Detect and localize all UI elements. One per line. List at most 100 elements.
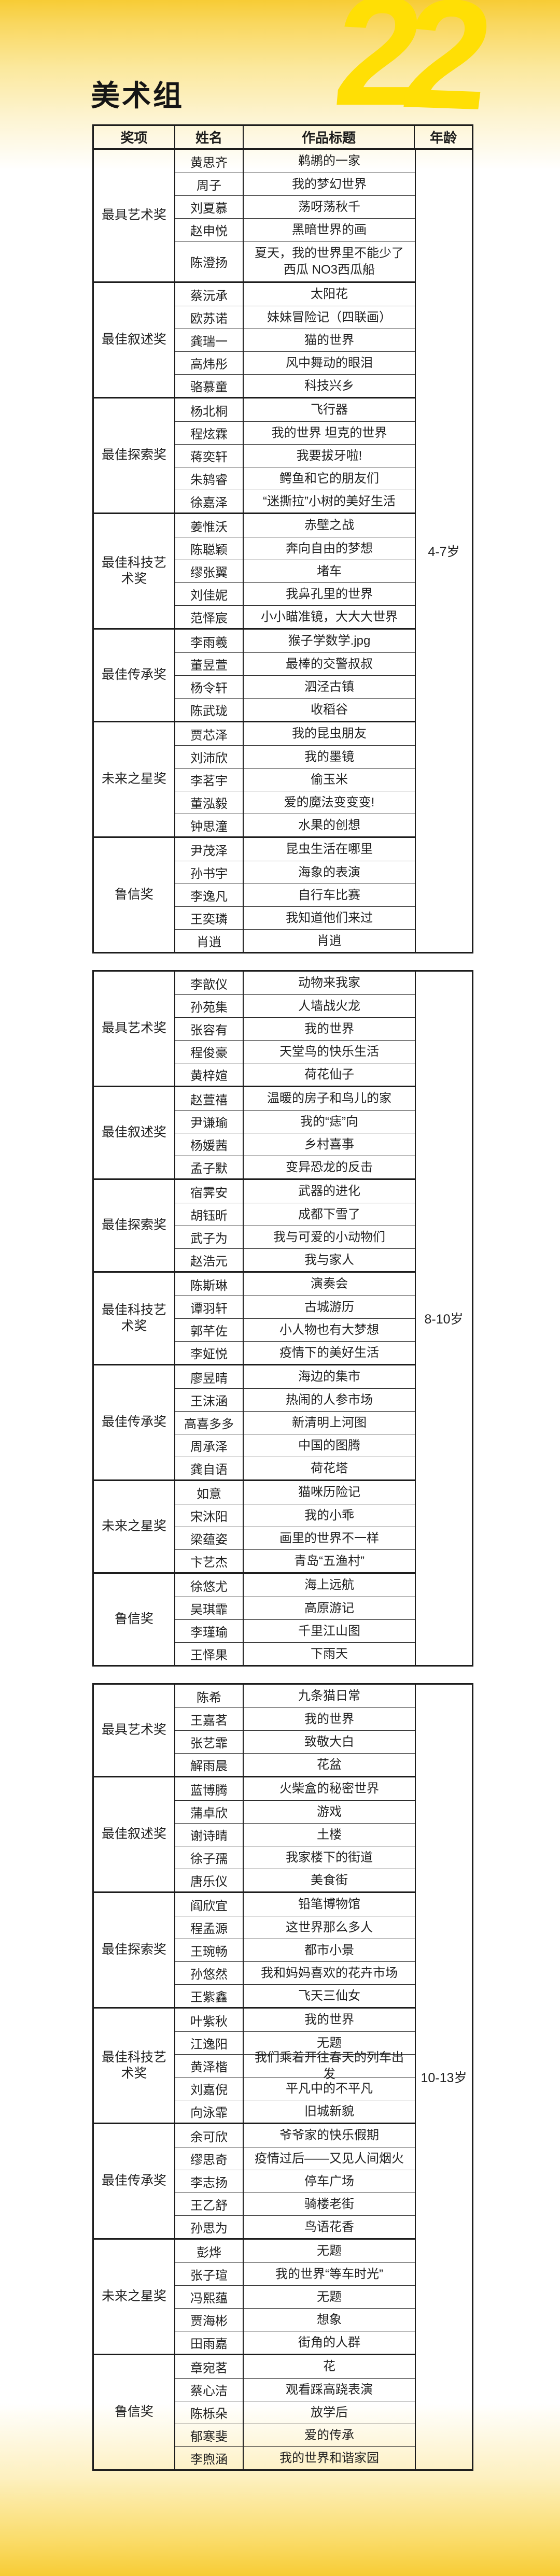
work-title-cell: 我家楼下的街道 (286, 1850, 373, 1865)
table-row: 解雨晨 花盆 (175, 1753, 415, 1776)
entry-rows: 蔡沅承 太阳花 欧苏诺 妹妹冒险记（四联画） 龚瑞一 猫的世界 高炜彤 风中舞动的眼泪 骆慕童 科… (175, 283, 415, 397)
work-title-cell: 风中舞动的眼泪 (286, 355, 373, 370)
table-row: 贾芯泽 我的昆虫朋友 (175, 722, 415, 745)
table-row: 龚瑞一 猫的世界 (175, 329, 415, 351)
table-row: 张容有 我的世界 (175, 1017, 415, 1040)
table-row: 赵浩元 我与家人 (175, 1248, 415, 1271)
work-title-cell: 飞天三仙女 (298, 1988, 360, 2003)
entry-rows: 徐悠尤 海上远航 吴琪霏 高原游记 李瑾瑜 千里江山图 王怿果 下雨天 (175, 1574, 415, 1665)
table-row: 向泳霏 旧城新貌 (175, 2100, 415, 2123)
work-title-cell: 妹妹冒险记（四联画） (267, 310, 391, 324)
work-title-cell: 肖逍 (317, 933, 342, 948)
entry-rows: 宿霁安 武器的进化 胡钰昕 成都下雪了 武子为 我与可爱的小动物们 赵浩元 我与家人 (175, 1180, 415, 1271)
entrant-name-cell: 尹谦瑜 (175, 1111, 244, 1133)
entrant-name-cell: 孙思为 (175, 2216, 244, 2238)
table-row: 孟子默 变异恐龙的反击 (175, 1156, 415, 1178)
work-title-cell: 夏天，我的世界里不能少了西瓜 NO3西瓜船 (255, 246, 404, 277)
award-groups: 最具艺术奖 李歆仪 动物来我家 孙苑集 人墙战火龙 张容有 我的世界 程俊豪 天堂鸟的快乐生活黄… (94, 972, 415, 1665)
table-row: 宋沐阳 我的小乖 (175, 1504, 415, 1527)
entry-rows: 章宛茗 花蔡心洁 观看踩高跷表演 陈栎朵 放学后 郁寒斐 爱的传承 李煦涵 我的世界和谐家园 (175, 2355, 415, 2469)
work-title-cell: 成都下雪了 (298, 1207, 360, 1221)
column-header-0: 奖项 (94, 126, 175, 148)
entry-rows: 李歆仪 动物来我家 孙苑集 人墙战火龙 张容有 我的世界 程俊豪 天堂鸟的快乐生活 黄梓媗 荷花仙… (175, 972, 415, 1086)
award-name-cell: 最佳叙述奖 (94, 1087, 175, 1178)
award-name-cell: 最佳传承奖 (94, 2124, 175, 2238)
entrant-name-cell: 孙悠然 (175, 1962, 244, 1984)
table-row: 李姃悦 疫情下的美好生活 (175, 1341, 415, 1364)
work-title-cell: 疫情下的美好生活 (279, 1345, 379, 1360)
table-row: 程炫霖 我的世界 坦克的世界 (175, 421, 415, 444)
entry-rows: 阎欣宜 铅笔博物馆 程孟源 这世界那么多人 王琬畅 都市小景 孙悠然 我和妈妈喜欢的花卉市场王… (175, 1893, 415, 2007)
entry-rows: 余可欣 爷爷家的快乐假期 缪思奇 疫情过后——又见人间烟火 李志扬 停车广场 王乙舒 骑楼老街… (175, 2124, 415, 2238)
table-row: 李歆仪 动物来我家 (175, 972, 415, 994)
table-row: 陈栎朵 放学后 (175, 2401, 415, 2424)
award-group: 鲁信奖 章宛茗 花蔡心洁 观看踩高跷表演 陈栎朵 放学后 郁寒斐 爱的传承 李煦涵 我的世界和谐家… (94, 2354, 415, 2469)
table-row: 高炜彤 风中舞动的眼泪 (175, 351, 415, 374)
work-title-cell: 青岛“五渔村” (294, 1554, 365, 1568)
work-title-cell: 鸟语花香 (304, 2219, 354, 2234)
entry-rows: 黄思齐 鹈鹕的一家 周子 我的梦幻世界 刘夏慕 荡呀荡秋千 赵申悦 黑暗世界的画 陈澄扬 夏天，我… (175, 150, 415, 281)
entrant-name-cell: 卞艺杰 (175, 1550, 244, 1572)
table-row: 贾海彬 想象 (175, 2308, 415, 2331)
table-row: 蒋奕轩 我要拔牙啦! (175, 444, 415, 467)
award-name-cell: 未来之星奖 (94, 722, 175, 836)
work-title-cell: 千里江山图 (298, 1624, 360, 1638)
age-group-cell: 4-7岁 (415, 150, 472, 952)
table-row: 孙思为 鸟语花香 (175, 2215, 415, 2238)
award-name-cell: 最具艺术奖 (94, 1685, 175, 1776)
table-row: 蒲卓欣 游戏 (175, 1800, 415, 1823)
entrant-name-cell: 吴琪霏 (175, 1597, 244, 1619)
table-row: 缪张翼 堵车 (175, 560, 415, 582)
entrant-name-cell: 王嘉茗 (175, 1708, 244, 1730)
work-title-cell: 我要拔牙啦! (296, 448, 362, 463)
entrant-name-cell: 李姃悦 (175, 1342, 244, 1364)
table-row: 孙悠然 我和妈妈喜欢的花卉市场 (175, 1961, 415, 1984)
award-group: 最具艺术奖 李歆仪 动物来我家 孙苑集 人墙战火龙 张容有 我的世界 程俊豪 天堂鸟的快乐生活黄… (94, 972, 415, 1086)
work-title-cell: 下雨天 (311, 1646, 348, 1661)
table-row: 李煦涵 我的世界和谐家园 (175, 2446, 415, 2469)
table-row: 周子 我的梦幻世界 (175, 173, 415, 195)
work-title-cell: 我鼻孔里的世界 (286, 587, 373, 601)
work-title-cell: 武器的进化 (298, 1184, 360, 1199)
table-row: 余可欣 爷爷家的快乐假期 (175, 2124, 415, 2147)
entrant-name-cell: 张容有 (175, 1018, 244, 1040)
entrant-name-cell: 陈栎朵 (175, 2401, 244, 2424)
work-title-cell: 这世界那么多人 (286, 1920, 373, 1934)
entrant-name-cell: 蔡心洁 (175, 2379, 244, 2401)
entrant-name-cell: 王沫涵 (175, 1389, 244, 1411)
work-title-cell: 偷玉米 (311, 772, 348, 787)
work-title-cell: 海上远航 (304, 1578, 354, 1592)
entry-rows: 姜惟沃 赤壁之战 陈聪颖 奔向自由的梦想 缪张翼 堵车 刘佳妮 我鼻孔里的世界 范怿宸 小小瞄准镜… (175, 514, 415, 628)
work-title-cell: 热闹的人参市场 (286, 1392, 373, 1407)
award-group: 最佳传承奖 余可欣 爷爷家的快乐假期 缪思奇 疫情过后——又见人间烟火 李志扬 停车广场 王乙… (94, 2123, 415, 2238)
award-name-cell: 鲁信奖 (94, 2355, 175, 2469)
entrant-name-cell: 朱鸫睿 (175, 467, 244, 490)
work-title-cell: 飞行器 (311, 403, 348, 417)
award-name-cell: 最具艺术奖 (94, 972, 175, 1086)
work-title-cell: 爷爷家的快乐假期 (279, 2128, 379, 2143)
entrant-name-cell: 孟子默 (175, 1156, 244, 1178)
table-row: 武子为 我与可爱的小动物们 (175, 1226, 415, 1248)
table-row: 刘嘉倪 平凡中的不平凡 (175, 2077, 415, 2100)
work-title-cell: 美食街 (311, 1873, 348, 1887)
table-row: 肖逍 肖逍 (175, 929, 415, 952)
table-row: 孙苑集 人墙战火龙 (175, 994, 415, 1017)
table-row: 李瑾瑜 千里江山图 (175, 1619, 415, 1642)
work-title-cell: 火柴盒的秘密世界 (279, 1782, 379, 1796)
work-title-cell: 街角的人群 (298, 2335, 360, 2350)
award-name-cell: 最佳叙述奖 (94, 1777, 175, 1891)
table-row: 谢诗晴 土楼 (175, 1823, 415, 1846)
entrant-name-cell: 余可欣 (175, 2124, 244, 2147)
entrant-name-cell: 蒋奕轩 (175, 445, 244, 467)
entrant-name-cell: 蒲卓欣 (175, 1801, 244, 1823)
work-title-cell: 我的小乖 (304, 1508, 354, 1522)
work-title-cell: 画里的世界不一样 (279, 1531, 379, 1545)
entrant-name-cell: 李茗宇 (175, 768, 244, 791)
table-row: 黄思齐 鹈鹕的一家 (175, 150, 415, 173)
entrant-name-cell: 姜惟沃 (175, 514, 244, 537)
work-title-cell: 人墙战火龙 (298, 999, 360, 1013)
column-header-2: 作品标题 (244, 126, 415, 148)
table-row: 郭芊佐 小人物也有大梦想 (175, 1318, 415, 1341)
entrant-name-cell: 李歆仪 (175, 972, 244, 994)
work-title-cell: 九条猫日常 (298, 1689, 360, 1703)
